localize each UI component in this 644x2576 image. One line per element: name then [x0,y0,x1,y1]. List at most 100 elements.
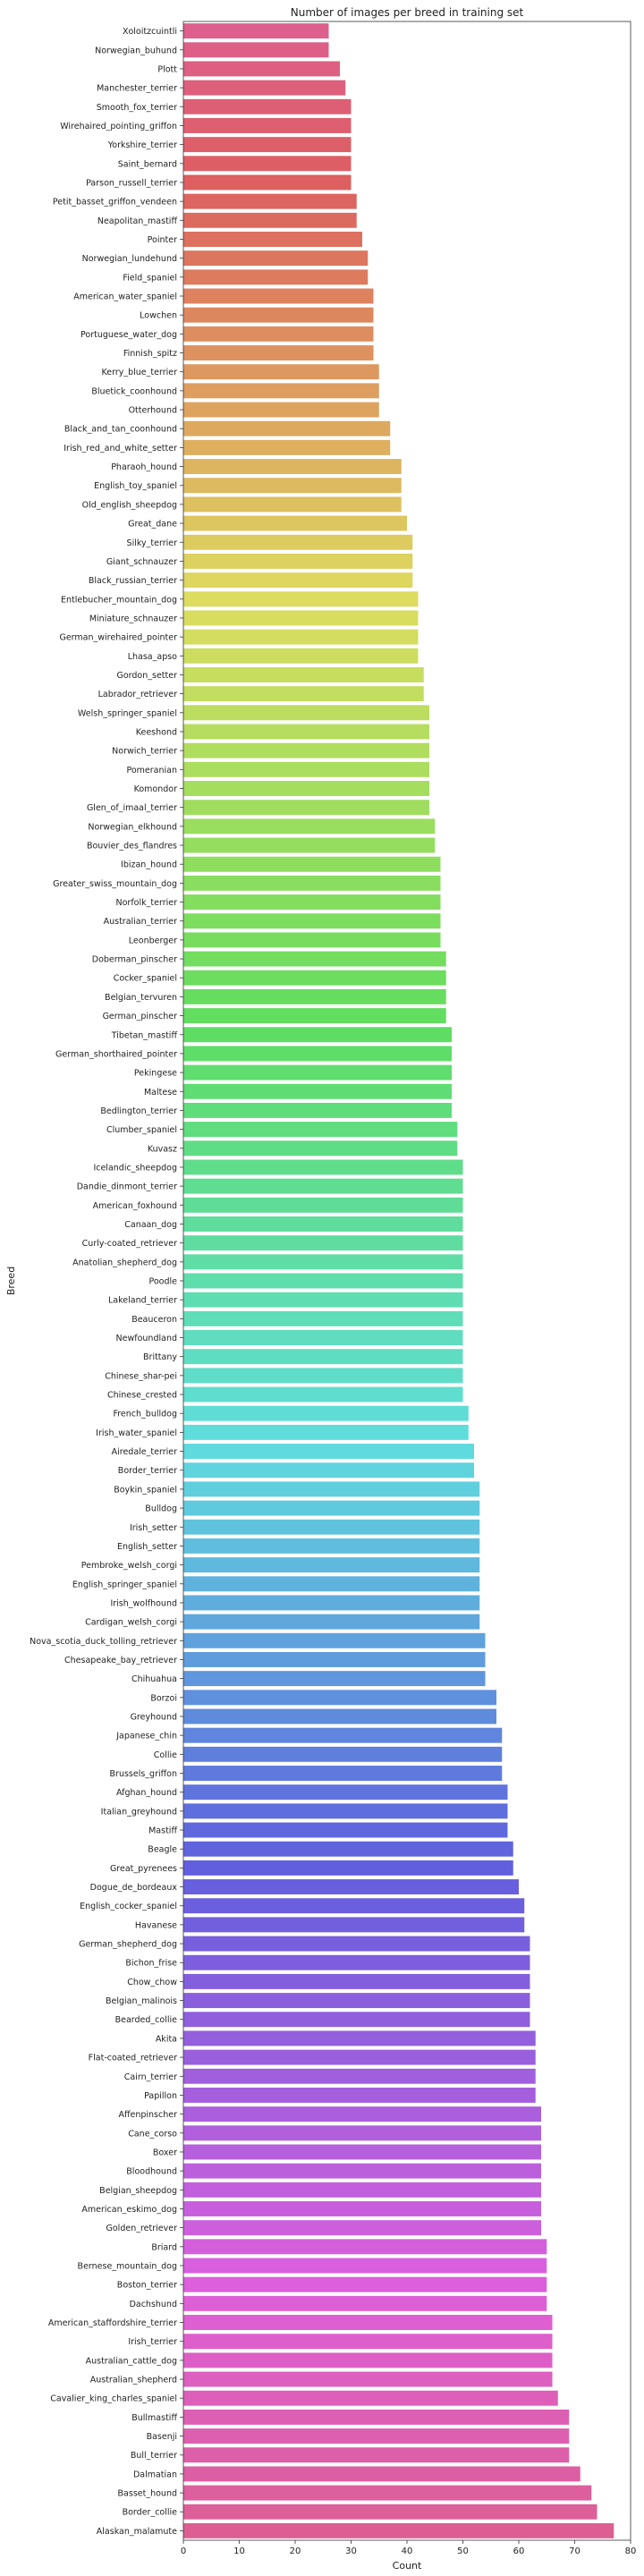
bar [183,1405,469,1421]
bar [183,742,429,758]
bar [183,459,402,475]
x-axis-label: Count [393,2560,422,2572]
y-tick-label: German_shorthaired_pointer [55,1049,177,1059]
bar [183,1841,513,1857]
y-tick-label: Affenpinscher [118,2110,177,2120]
y-tick-label: German_wirehaired_pointer [59,633,177,643]
bar [183,1235,463,1251]
y-tick-label: Beagle [148,1845,177,1855]
bar [183,2504,597,2520]
y-tick-label: Nova_scotia_duck_tolling_retriever [30,1637,177,1647]
bar [183,1671,486,1687]
y-tick-label: Collie [154,1750,177,1760]
y-tick-label: Wirehaired_pointing_griffon [60,122,177,131]
y-tick-label: Petit_basset_griffon_vendeen [53,198,177,208]
bar [183,534,413,550]
y-tick-label: American_staffordshire_terrier [48,2318,177,2328]
bar [183,2106,541,2123]
bar [183,2182,541,2198]
bar [183,1424,469,1440]
y-tick-label: Pharaoh_hound [111,462,177,472]
bar [183,478,402,494]
bar [183,2428,570,2445]
x-tick-label: 50 [457,2546,469,2556]
bar [183,1027,452,1043]
bar [183,1140,458,1157]
y-tick-label: Bouvier_des_flandres [87,842,177,852]
bar [183,1803,508,1819]
y-tick-label: Chow_chow [127,1978,177,1987]
bar [183,1632,486,1648]
y-tick-label: Beauceron [131,1315,177,1325]
y-tick-label: Irish_red_and_white_setter [64,444,177,453]
y-tick-label: Great_dane [128,520,177,530]
y-tick-label: American_eskimo_dog [81,2205,177,2215]
y-tick-label: Basset_hound [118,2489,177,2499]
bar [183,1349,463,1365]
bar [183,2276,547,2292]
y-tick-label: Gordon_setter [116,671,177,681]
plot-frame [182,21,631,2541]
y-tick-label: Flat-coated_retriever [89,2054,177,2063]
bar [183,1292,463,1308]
y-tick-label: Plott [157,64,177,74]
bar [183,1746,503,1762]
y-tick-label: Otterhound [129,406,177,416]
bar [183,1444,474,1460]
bar [183,515,407,531]
bar [183,383,379,399]
x-tick-label: 10 [233,2546,245,2556]
bar [183,269,369,285]
bar [183,193,357,209]
bar [183,629,419,645]
bar [183,1386,463,1402]
y-tick-label: Lowchen [140,311,177,321]
y-tick-label: Newfoundland [116,1334,177,1343]
y-tick-label: German_shepherd_dog [79,1940,177,1950]
y-tick-label: Yorkshire_terrier [107,140,177,150]
bar [183,837,436,853]
bar [183,1595,480,1611]
bar [183,1651,486,1667]
bar [183,439,391,455]
bar [183,98,352,114]
y-tick-label: Basenji [147,2432,177,2442]
bar [183,1784,508,1801]
bar [183,1122,458,1138]
y-tick-label: Anatolian_shepherd_dog [72,1258,177,1267]
x-tick-label: 80 [625,2546,637,2556]
y-tick-label: Bullmastiff [131,2413,177,2423]
x-tick-label: 40 [402,2546,413,2556]
y-tick-label: Saint_bernard [118,159,177,169]
y-tick-label: Bedlington_terrier [100,1106,177,1116]
x-tick-label: 30 [345,2546,357,2556]
y-tick-label: Japanese_chin [115,1732,177,1741]
bar [183,1368,463,1384]
bar [183,2409,570,2425]
y-tick-label: Airedale_terrier [112,1447,177,1457]
bar [183,875,441,891]
bar [183,420,391,436]
bar [183,970,446,986]
y-tick-label: Irish_water_spaniel [96,1428,177,1438]
y-tick-label: Manchester_terrier [97,84,177,94]
y-tick-label: Maltese [144,1088,177,1097]
bar [183,364,379,380]
bar [183,1481,480,1497]
y-tick-label: Tibetan_mastiff [111,1030,178,1040]
y-tick-label: Great_pyrenees [110,1864,177,1874]
bar [183,23,329,39]
y-tick-label: Norwich_terrier [112,747,177,757]
bar [183,1046,452,1062]
bar [183,1462,474,1479]
bar [183,1102,452,1118]
y-tick-label: Entlebucher_mountain_dog [61,595,177,605]
bar [183,894,441,911]
y-tick-label: Norwegian_elkhound [88,822,177,832]
bar [183,1727,503,1743]
bar [183,1557,480,1573]
y-tick-label: Clumber_spaniel [106,1125,177,1135]
bar [183,856,441,872]
y-tick-label: Bull_terrier [131,2451,177,2461]
bar [183,1993,530,2009]
